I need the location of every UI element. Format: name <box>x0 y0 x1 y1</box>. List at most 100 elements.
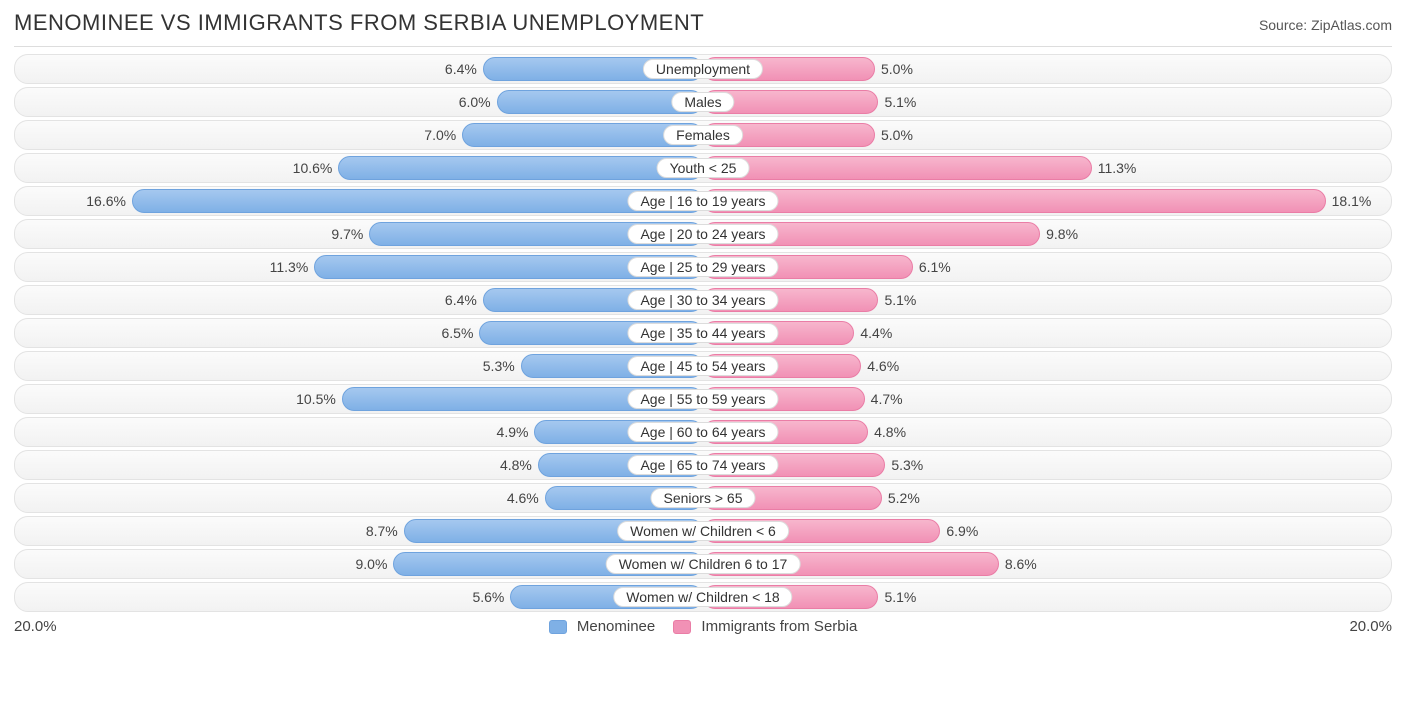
row-right-half: 4.8% <box>703 420 1391 444</box>
row-right-half: 6.1% <box>703 255 1391 279</box>
diverging-bar-chart: 6.4%5.0%Unemployment6.0%5.1%Males7.0%5.0… <box>14 46 1392 612</box>
row-left-half: 16.6% <box>15 189 703 213</box>
chart-row: 4.8% 5.3% Age | 65 to 74 years <box>14 450 1392 480</box>
row-left-half: 6.0% <box>15 90 703 114</box>
left-value: 6.4% <box>439 292 483 308</box>
row-category-label: Women w/ Children 6 to 17 <box>606 554 801 574</box>
left-value: 6.5% <box>435 325 479 341</box>
row-right-half: 5.1% <box>703 585 1391 609</box>
row-right-half: 5.0% <box>703 57 1391 81</box>
chart-row: 16.6% 18.1% Age | 16 to 19 years <box>14 186 1392 216</box>
left-value: 11.3% <box>264 259 315 275</box>
right-bar <box>703 156 1092 180</box>
right-value: 5.0% <box>875 61 919 77</box>
right-value: 5.1% <box>878 589 922 605</box>
row-left-half: 8.7% <box>15 519 703 543</box>
right-value: 5.0% <box>875 127 919 143</box>
right-value: 11.3% <box>1092 160 1143 176</box>
chart-footer: 20.0% Menominee Immigrants from Serbia 2… <box>14 618 1392 635</box>
row-category-label: Females <box>663 125 743 145</box>
right-value: 4.8% <box>868 424 912 440</box>
chart-row: 4.6% 5.2% Seniors > 65 <box>14 483 1392 513</box>
swatch-blue <box>549 620 567 634</box>
left-bar <box>338 156 703 180</box>
swatch-pink <box>673 620 691 634</box>
row-right-half: 5.2% <box>703 486 1391 510</box>
row-category-label: Age | 60 to 64 years <box>627 422 778 442</box>
row-right-half: 5.0% <box>703 123 1391 147</box>
right-value: 18.1% <box>1326 193 1378 209</box>
right-value: 6.1% <box>913 259 957 275</box>
right-value: 4.7% <box>865 391 909 407</box>
axis-max-left: 20.0% <box>14 618 57 635</box>
row-left-half: 6.5% <box>15 321 703 345</box>
row-right-half: 18.1% <box>703 189 1391 213</box>
row-category-label: Seniors > 65 <box>651 488 756 508</box>
left-value: 6.4% <box>439 61 483 77</box>
chart-row: 5.3% 4.6%Age | 45 to 54 years <box>14 351 1392 381</box>
right-value: 9.8% <box>1040 226 1084 242</box>
left-value: 4.9% <box>491 424 535 440</box>
right-value: 6.9% <box>940 523 984 539</box>
legend-left-label: Menominee <box>577 618 655 635</box>
axis-max-right: 20.0% <box>1349 618 1392 635</box>
chart-row: 6.4% 5.1%Age | 30 to 34 years <box>14 285 1392 315</box>
row-left-half: 7.0% <box>15 123 703 147</box>
page-title: MENOMINEE VS IMMIGRANTS FROM SERBIA UNEM… <box>14 10 704 36</box>
left-value: 9.7% <box>325 226 369 242</box>
source-label: Source: ZipAtlas.com <box>1259 17 1392 33</box>
left-value: 4.8% <box>494 457 538 473</box>
header: MENOMINEE VS IMMIGRANTS FROM SERBIA UNEM… <box>14 10 1392 36</box>
right-value: 5.3% <box>885 457 929 473</box>
legend-item-left: Menominee <box>549 618 656 635</box>
row-right-half: 5.1% <box>703 288 1391 312</box>
right-value: 5.2% <box>882 490 926 506</box>
row-category-label: Age | 30 to 34 years <box>627 290 778 310</box>
row-left-half: 4.9% <box>15 420 703 444</box>
left-bar <box>132 189 703 213</box>
left-value: 7.0% <box>418 127 462 143</box>
left-value: 10.5% <box>290 391 342 407</box>
legend-item-right: Immigrants from Serbia <box>673 618 857 635</box>
chart-row: 4.9% 4.8% Age | 60 to 64 years <box>14 417 1392 447</box>
row-left-half: 9.0% <box>15 552 703 576</box>
row-right-half: 9.8% <box>703 222 1391 246</box>
row-category-label: Women w/ Children < 18 <box>613 587 792 607</box>
chart-row: 6.0%5.1%Males <box>14 87 1392 117</box>
row-left-half: 9.7% <box>15 222 703 246</box>
chart-row: 6.5% 4.4% Age | 35 to 44 years <box>14 318 1392 348</box>
left-value: 4.6% <box>501 490 545 506</box>
row-right-half: 11.3% <box>703 156 1391 180</box>
chart-row: 7.0% 5.0% Females <box>14 120 1392 150</box>
left-value: 5.3% <box>477 358 521 374</box>
chart-row: 11.3%6.1%Age | 25 to 29 years <box>14 252 1392 282</box>
chart-row: 8.7% 6.9% Women w/ Children < 6 <box>14 516 1392 546</box>
row-left-half: 10.6% <box>15 156 703 180</box>
chart-row: 6.4% 5.0% Unemployment <box>14 54 1392 84</box>
left-value: 5.6% <box>466 589 510 605</box>
row-right-half: 4.7% <box>703 387 1391 411</box>
row-left-half: 5.3% <box>15 354 703 378</box>
right-value: 8.6% <box>999 556 1043 572</box>
right-value: 4.4% <box>854 325 898 341</box>
row-category-label: Youth < 25 <box>657 158 750 178</box>
row-category-label: Age | 65 to 74 years <box>627 455 778 475</box>
left-value: 9.0% <box>349 556 393 572</box>
legend: Menominee Immigrants from Serbia <box>549 618 858 635</box>
legend-right-label: Immigrants from Serbia <box>701 618 857 635</box>
chart-row: 5.6% 5.1% Women w/ Children < 18 <box>14 582 1392 612</box>
row-category-label: Age | 20 to 24 years <box>627 224 778 244</box>
row-left-half: 4.8% <box>15 453 703 477</box>
row-right-half: 4.6% <box>703 354 1391 378</box>
row-category-label: Age | 16 to 19 years <box>627 191 778 211</box>
chart-row: 10.6% 11.3% Youth < 25 <box>14 153 1392 183</box>
row-category-label: Age | 35 to 44 years <box>627 323 778 343</box>
row-left-half: 5.6% <box>15 585 703 609</box>
row-right-half: 8.6% <box>703 552 1391 576</box>
row-category-label: Age | 45 to 54 years <box>627 356 778 376</box>
left-value: 16.6% <box>80 193 132 209</box>
row-left-half: 4.6% <box>15 486 703 510</box>
row-category-label: Unemployment <box>643 59 763 79</box>
row-category-label: Women w/ Children < 6 <box>617 521 789 541</box>
row-category-label: Males <box>671 92 734 112</box>
